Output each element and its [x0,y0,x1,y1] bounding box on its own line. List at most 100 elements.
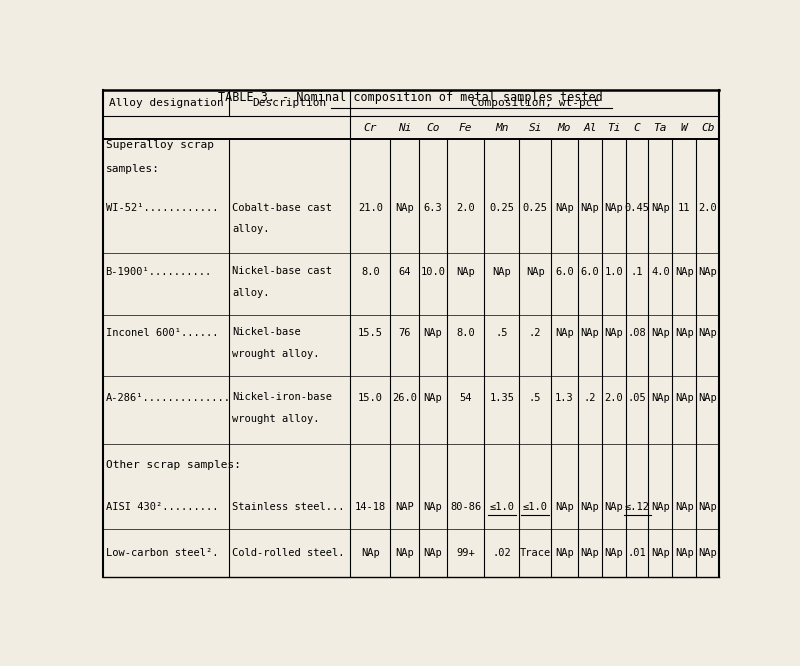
Text: NAp: NAp [424,393,442,403]
Text: NAp: NAp [651,548,670,558]
Text: AISI 430².........: AISI 430²......... [106,502,218,512]
Text: Description: Description [253,98,327,109]
Text: ≤1.0: ≤1.0 [522,502,548,512]
Text: Nickel-base: Nickel-base [232,327,301,337]
Text: 6.3: 6.3 [424,204,442,214]
Text: 8.0: 8.0 [361,266,380,276]
Text: Stainless steel...: Stainless steel... [232,502,345,512]
Text: Co: Co [426,123,440,133]
Text: 1.0: 1.0 [605,266,623,276]
Text: .1: .1 [631,266,643,276]
Text: NAp: NAp [605,328,623,338]
Text: 15.5: 15.5 [358,328,383,338]
Text: W: W [681,123,687,133]
Text: NAp: NAp [424,328,442,338]
Text: NAp: NAp [555,204,574,214]
Text: alloy.: alloy. [232,224,270,234]
Text: NAp: NAp [651,502,670,512]
Text: C: C [634,123,641,133]
Text: NAp: NAp [581,548,599,558]
Text: NAp: NAp [555,502,574,512]
Text: Superalloy scrap: Superalloy scrap [106,140,214,150]
Text: NAp: NAp [605,204,623,214]
Text: Fe: Fe [459,123,473,133]
Text: 2.0: 2.0 [605,393,623,403]
Text: NAp: NAp [395,548,414,558]
Text: .01: .01 [628,548,646,558]
Text: Alloy designation: Alloy designation [109,98,224,109]
Text: .5: .5 [529,393,542,403]
Text: 0.25: 0.25 [490,204,514,214]
Text: Ni: Ni [398,123,412,133]
Text: NAp: NAp [651,328,670,338]
Text: Nickel-iron-base: Nickel-iron-base [232,392,332,402]
Text: wrought alloy.: wrought alloy. [232,414,319,424]
Text: 99+: 99+ [456,548,475,558]
Text: NAp: NAp [698,328,717,338]
Text: Cr: Cr [364,123,377,133]
Text: Al: Al [583,123,597,133]
Text: 0.45: 0.45 [625,204,650,214]
Text: NAp: NAp [605,548,623,558]
Text: Ti: Ti [607,123,621,133]
Text: Composition, wt-pct: Composition, wt-pct [470,98,599,109]
Text: Mo: Mo [558,123,571,133]
Text: 54: 54 [459,393,472,403]
Text: Other scrap samples:: Other scrap samples: [106,460,241,470]
Text: NAp: NAp [555,328,574,338]
Text: Cobalt-base cast: Cobalt-base cast [232,202,332,212]
Text: NAp: NAp [698,548,717,558]
Text: Mn: Mn [495,123,509,133]
Text: NAp: NAp [424,548,442,558]
Text: A-286¹..............: A-286¹.............. [106,393,230,403]
Text: TABLE 3. - Nominal composition of metal samples tested: TABLE 3. - Nominal composition of metal … [218,91,602,105]
Text: ≤.12: ≤.12 [625,502,650,512]
Text: 1.3: 1.3 [555,393,574,403]
Text: 64: 64 [398,266,411,276]
Text: NAp: NAp [651,204,670,214]
Text: NAp: NAp [674,502,694,512]
Text: NAp: NAp [605,502,623,512]
Text: Inconel 600¹......: Inconel 600¹...... [106,328,218,338]
Text: 80-86: 80-86 [450,502,482,512]
Text: .2: .2 [583,393,596,403]
Text: NAp: NAp [698,393,717,403]
Text: Ta: Ta [654,123,667,133]
Text: Cb: Cb [701,123,714,133]
Text: NAp: NAp [674,266,694,276]
Text: WI-52¹............: WI-52¹............ [106,204,218,214]
Text: alloy.: alloy. [232,288,270,298]
Text: B-1900¹..........: B-1900¹.......... [106,266,212,276]
Text: 76: 76 [398,328,411,338]
Text: ≤1.0: ≤1.0 [490,502,514,512]
Text: wrought alloy.: wrought alloy. [232,349,319,359]
Text: 10.0: 10.0 [421,266,446,276]
Text: NAp: NAp [581,502,599,512]
Text: NAp: NAp [424,502,442,512]
Text: Low-carbon steel².: Low-carbon steel². [106,548,218,558]
Text: 6.0: 6.0 [555,266,574,276]
Text: NAp: NAp [674,328,694,338]
Text: NAp: NAp [555,548,574,558]
Text: Nickel-base cast: Nickel-base cast [232,266,332,276]
Text: 26.0: 26.0 [393,393,418,403]
Text: NAp: NAp [698,502,717,512]
Text: NAp: NAp [674,548,694,558]
Text: 0.25: 0.25 [522,204,548,214]
Text: Trace: Trace [519,548,550,558]
Text: 2.0: 2.0 [698,204,717,214]
Text: NAP: NAP [395,502,414,512]
Text: .5: .5 [496,328,508,338]
Text: NAp: NAp [581,204,599,214]
Text: 2.0: 2.0 [456,204,475,214]
Text: NAp: NAp [674,393,694,403]
Text: NAp: NAp [395,204,414,214]
Text: 14-18: 14-18 [354,502,386,512]
Text: Si: Si [528,123,542,133]
Text: 8.0: 8.0 [456,328,475,338]
Text: .02: .02 [493,548,511,558]
Text: samples:: samples: [106,164,159,174]
Text: NAp: NAp [361,548,380,558]
Text: .08: .08 [628,328,646,338]
Text: 6.0: 6.0 [581,266,599,276]
